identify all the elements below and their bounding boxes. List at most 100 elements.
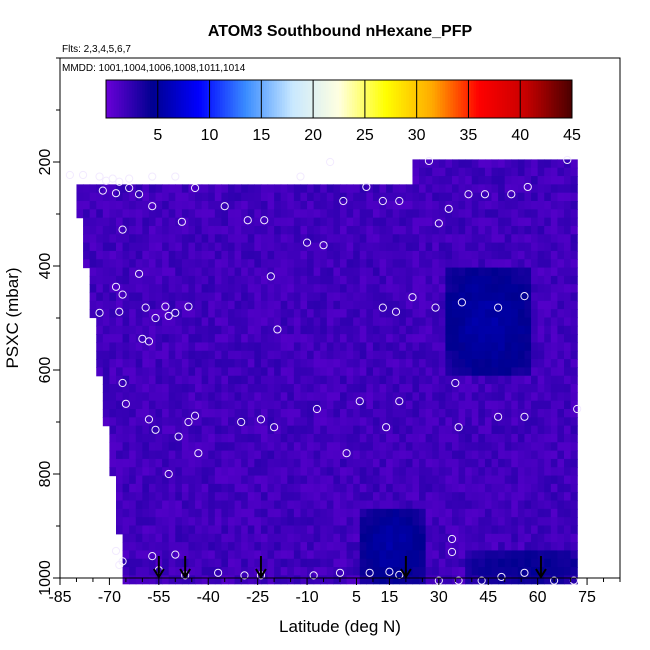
heatmap-cell (478, 567, 486, 576)
heatmap-cell (228, 475, 236, 485)
heatmap-cell (129, 525, 137, 535)
heatmap-cell (260, 375, 269, 385)
heatmap-cell (307, 209, 315, 219)
heatmap-cell (419, 433, 427, 443)
heatmap-cell (432, 167, 440, 177)
heatmap-cell (267, 367, 275, 377)
heatmap-cell (326, 375, 335, 385)
heatmap-cell (412, 242, 420, 252)
heatmap-cell (313, 417, 321, 427)
heatmap-cell (221, 550, 229, 560)
heatmap-cell (287, 475, 295, 485)
heatmap-cell (399, 442, 407, 452)
heatmap-cell (195, 342, 203, 352)
heatmap-cell (181, 500, 190, 510)
heatmap-cell (326, 367, 335, 377)
heatmap-cell (96, 325, 104, 335)
heatmap-cell (458, 542, 466, 552)
heatmap-cell (280, 375, 288, 385)
colorbar-segment (383, 80, 387, 118)
heatmap-cell (465, 167, 473, 177)
heatmap-cell (471, 475, 479, 485)
heatmap-cell (260, 550, 269, 560)
heatmap-cell (234, 533, 242, 543)
heatmap-cell (267, 209, 275, 219)
sample-point (507, 190, 516, 199)
colorbar-segment (323, 80, 327, 118)
heatmap-cell (478, 450, 486, 460)
heatmap-cell (458, 392, 466, 402)
heatmap-cell (399, 458, 407, 468)
heatmap-cell (116, 192, 124, 202)
heatmap-cell (307, 542, 315, 552)
heatmap-cell (346, 392, 354, 402)
heatmap-cell (517, 176, 526, 185)
heatmap-cell (511, 558, 519, 568)
heatmap-cell (155, 367, 163, 377)
heatmap-cell (293, 575, 302, 585)
heatmap-cell (274, 475, 282, 485)
heatmap-cell (195, 367, 203, 377)
heatmap-cell (234, 433, 242, 443)
heatmap-cell (531, 367, 539, 377)
heatmap-cell (188, 533, 196, 543)
heatmap-cell (122, 192, 130, 202)
heatmap-cell (531, 467, 539, 477)
colorbar-segment (271, 80, 275, 118)
heatmap-cell (372, 359, 381, 368)
heatmap-cell (247, 567, 255, 576)
heatmap-cell (300, 292, 308, 302)
heatmap-cell (254, 275, 262, 285)
heatmap-cell (438, 225, 447, 235)
sample-point (451, 378, 460, 388)
heatmap-cell (531, 309, 539, 319)
heatmap-cell (372, 567, 381, 576)
heatmap-cell (471, 284, 479, 294)
colorbar-segment (522, 80, 526, 118)
heatmap-cell (386, 284, 394, 294)
heatmap-cell (458, 317, 466, 327)
heatmap-cell (102, 409, 111, 418)
heatmap-cell (142, 259, 150, 269)
heatmap-cell (379, 234, 387, 244)
heatmap-cell (287, 542, 295, 552)
heatmap-cell (234, 325, 242, 335)
heatmap-cell (287, 492, 295, 502)
heatmap-cell (340, 225, 348, 235)
heatmap-cell (333, 442, 341, 452)
heatmap-cell (366, 517, 374, 527)
heatmap-cell (372, 334, 381, 344)
heatmap-cell (511, 325, 519, 335)
heatmap-cell (379, 259, 387, 269)
heatmap-cell (498, 417, 506, 427)
heatmap-cell (458, 234, 466, 244)
heatmap-cell (326, 284, 335, 294)
heatmap-cell (129, 575, 137, 585)
heatmap-cell (333, 242, 341, 252)
heatmap-cell (445, 167, 453, 177)
colorbar-segment (116, 80, 120, 118)
heatmap-cell (491, 417, 499, 427)
heatmap-cell (550, 284, 559, 294)
heatmap-cell (392, 567, 400, 576)
heatmap-cell (517, 259, 526, 269)
heatmap-cell (425, 192, 433, 202)
heatmap-cell (517, 425, 526, 435)
heatmap-cell (511, 267, 519, 277)
heatmap-cell (366, 192, 374, 202)
heatmap-cell (214, 525, 223, 535)
heatmap-cell (300, 275, 308, 285)
colorbar-segment (126, 80, 130, 118)
sample-point (477, 576, 486, 585)
sample-point (454, 423, 463, 432)
heatmap-cell (300, 201, 308, 210)
heatmap-cell (307, 384, 315, 393)
heatmap-cell (162, 300, 170, 310)
sample-point (447, 534, 457, 544)
heatmap-cell (425, 225, 433, 235)
heatmap-cell (452, 225, 460, 235)
heatmap-cell (346, 375, 354, 385)
heatmap-cell (116, 184, 124, 194)
heatmap-cell (478, 225, 486, 235)
heatmap-cell (267, 192, 275, 202)
